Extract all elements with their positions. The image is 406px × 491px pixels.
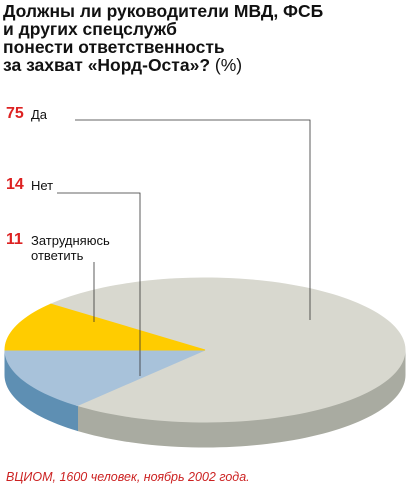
title-line: за захват «Норд-Оста»? (%): [3, 55, 243, 75]
slice: [49, 277, 406, 423]
value-label: 14: [6, 176, 24, 193]
title-line: понести ответственность: [3, 37, 225, 57]
value-label: 11: [6, 231, 23, 248]
slice: [4, 303, 206, 351]
leader-line: [75, 119, 311, 320]
unit: (%): [214, 55, 243, 75]
source: ВЦИОМ, 1600 человек, ноябрь 2002 года.: [6, 470, 250, 484]
title-line: Должны ли руководители МВД, ФСБ: [3, 1, 324, 21]
category-label: Нет: [31, 178, 54, 193]
category-label: Да: [31, 107, 48, 122]
value-label: 75: [6, 105, 24, 122]
slice: [4, 349, 206, 407]
leader-line: [57, 192, 141, 376]
category-label: Затрудняюсь ответить: [31, 233, 110, 263]
chart-title: Должны ли руководители МВД, ФСБ и других …: [3, 2, 323, 74]
title-line: и других спецслужб: [3, 19, 177, 39]
